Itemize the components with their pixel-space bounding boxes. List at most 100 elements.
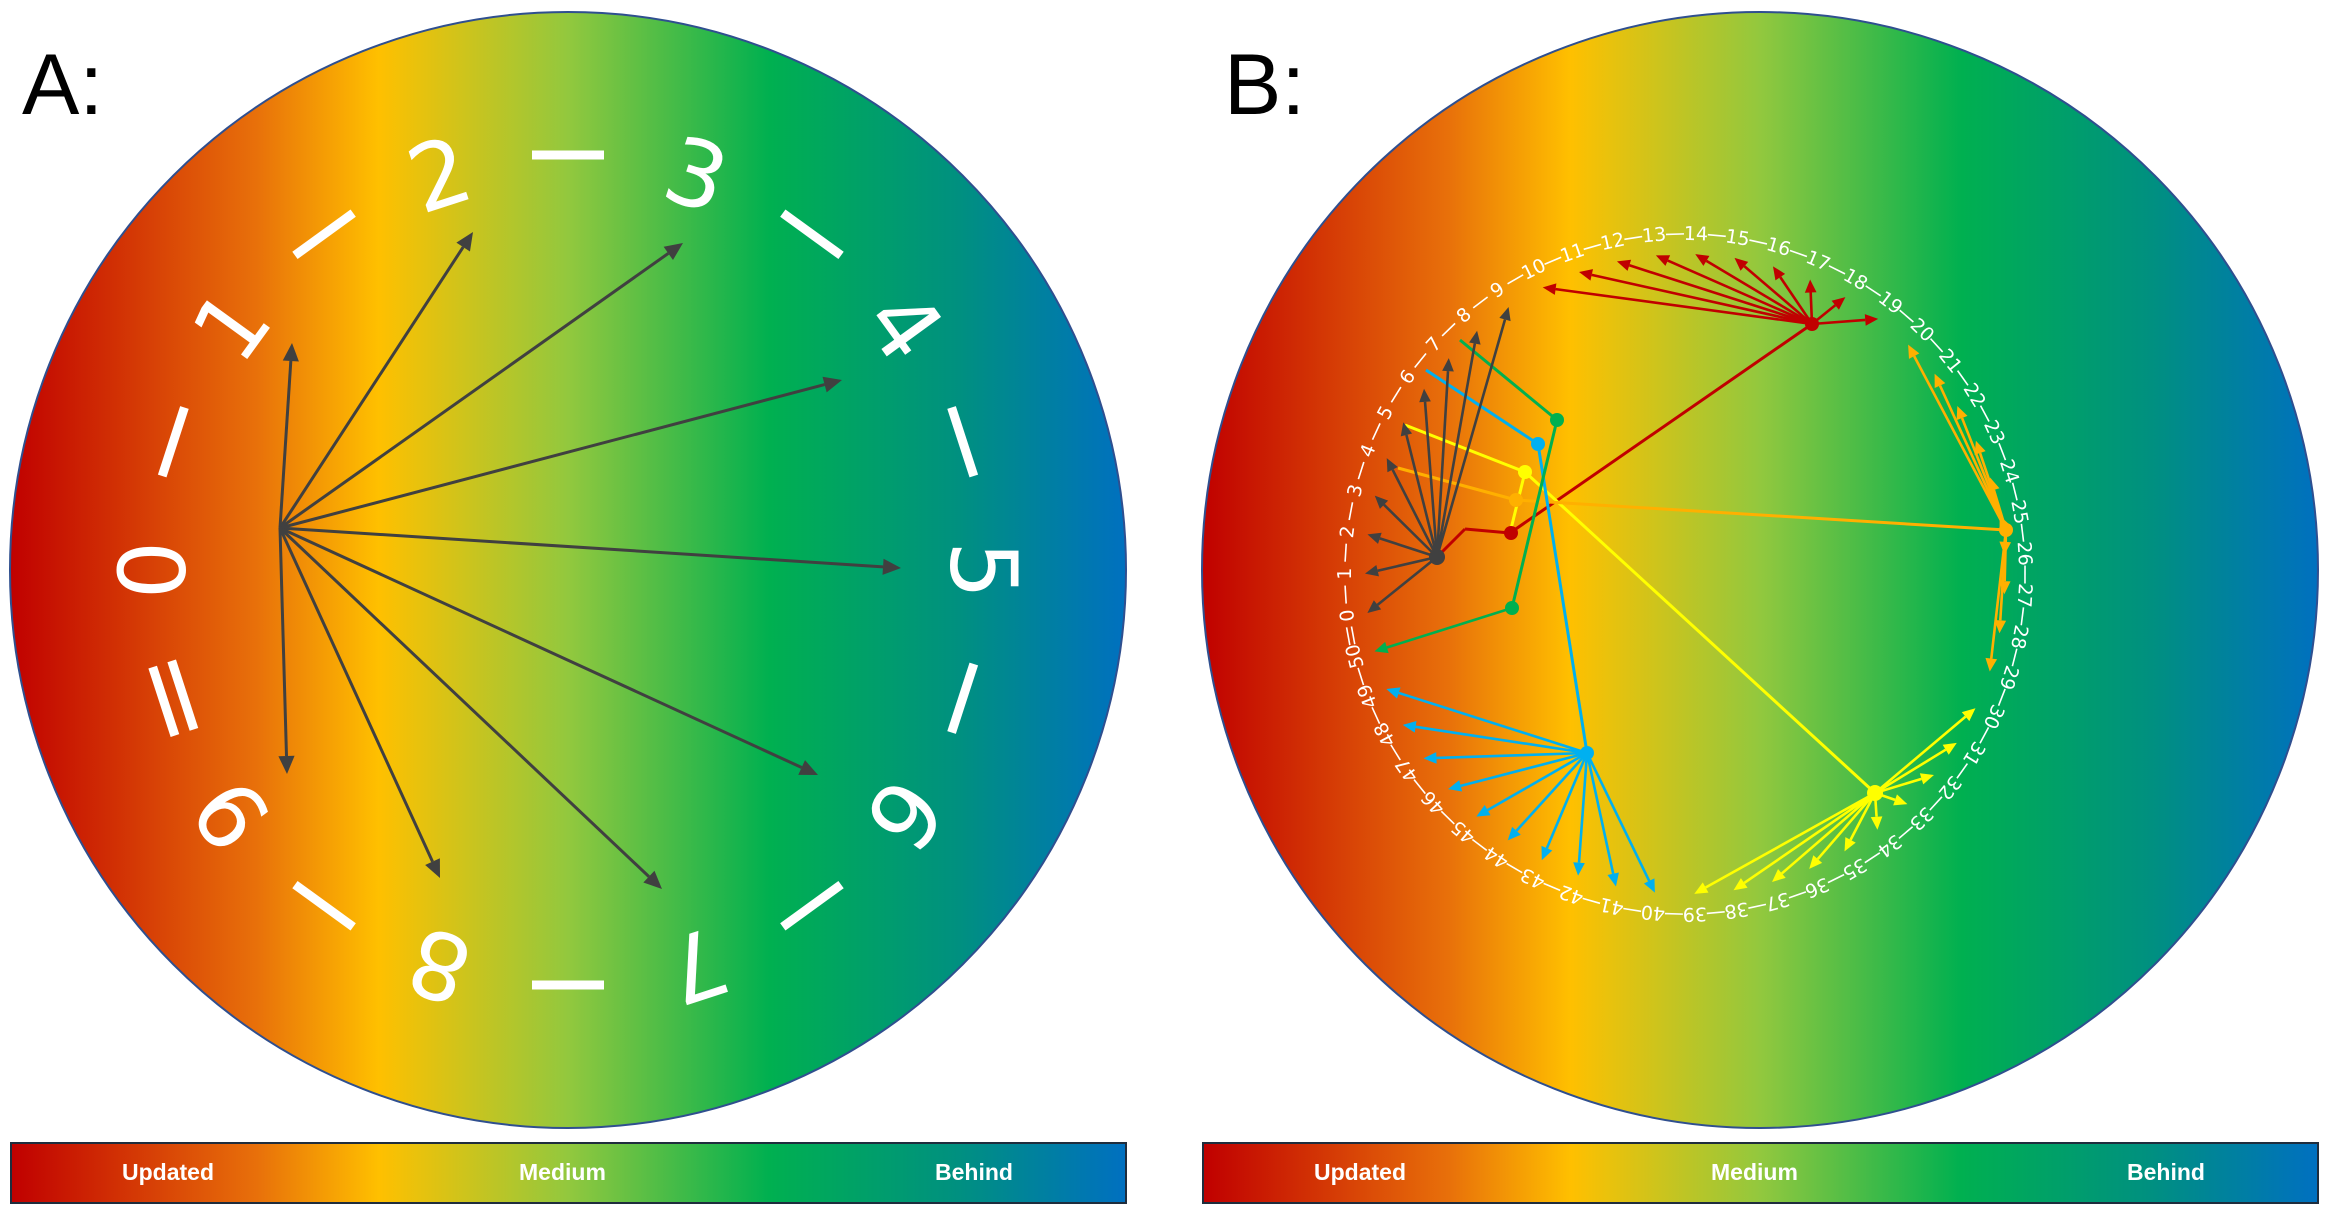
panel-b-arrow-line	[1379, 537, 1438, 559]
panel-a-arrow-head	[822, 376, 842, 393]
separator-mark	[1998, 442, 2007, 461]
separator-mark	[1956, 370, 1969, 386]
panel-a-circle	[9, 11, 1127, 1129]
panel-b-arrow-line	[1460, 751, 1588, 788]
panel-b-arrow	[1809, 792, 1876, 869]
panel-b-arrow-line	[1874, 715, 1967, 794]
panel-b-arrow	[1573, 752, 1589, 876]
panel-b-arrow-head	[1541, 845, 1553, 861]
tree-node	[1550, 413, 1564, 427]
separator-mark	[1864, 852, 1881, 864]
ring-label: 40	[1640, 900, 1666, 924]
tree-edge-cyan	[1536, 443, 1589, 754]
legend-medium-label: Medium	[519, 1159, 606, 1185]
panel-b-arrow	[1772, 792, 1876, 882]
tree-node	[1429, 549, 1445, 565]
panel-a-arrow-line	[279, 526, 803, 769]
panel-b-arrow	[1367, 532, 1438, 559]
separator-mark	[1623, 907, 1642, 913]
panel-b-arrow-line	[1386, 606, 1513, 649]
panel-b-arrow-line	[1628, 264, 1813, 326]
panel-b-arrow	[1694, 791, 1876, 894]
panel-b-arrow-head	[1400, 422, 1413, 437]
panel-b-arrow	[1616, 259, 1813, 326]
legend-medium-label: Medium	[1711, 1159, 1798, 1185]
panel-b-arrow	[1874, 773, 1934, 795]
panel-b-arrow-head	[1994, 619, 2007, 634]
panel-b-arrow-line	[1585, 752, 1615, 875]
panel-b-arrow-head	[1809, 855, 1823, 869]
panel-b-arrow-head	[1934, 373, 1946, 389]
separator-mark	[1506, 862, 1523, 874]
panel-b-arrow-line	[1555, 287, 1813, 326]
panel-b-arrow-line	[1667, 259, 1813, 326]
ring-label: 26	[2013, 541, 2036, 566]
panel-b-arrow-head	[1985, 657, 1998, 672]
panel-b-arrow-line	[1423, 401, 1439, 558]
tree-node	[1509, 493, 1523, 507]
panel-b-arrow-line	[1781, 792, 1876, 875]
panel-b-arrow-line	[1415, 725, 1588, 755]
panel-b-arrow	[1402, 721, 1588, 755]
ring-label: 41	[1597, 893, 1625, 920]
panel-b-arrow-head	[1469, 330, 1481, 345]
panel-b-arrow-head	[1695, 254, 1710, 266]
panel-b-arrow-head	[1386, 687, 1401, 699]
ring-label: 14	[1683, 223, 1708, 246]
panel-a-arrow-head	[798, 760, 818, 775]
panel-b-arrow	[1367, 555, 1438, 613]
legend-bar-b: Updated Medium Behind	[1202, 1142, 2319, 1204]
separator-mark	[1345, 626, 1356, 646]
separator-mark	[1665, 233, 1684, 236]
tree-edge-green	[1510, 419, 1559, 609]
panel-b-arrow-head	[1870, 816, 1883, 830]
panel-b-arrow	[1733, 791, 1876, 891]
tree-node	[1505, 601, 1519, 615]
tree-edge-orange	[1515, 498, 2007, 532]
panel-b-arrow-line	[1779, 276, 1814, 325]
tree-edge-yellow	[1523, 470, 1877, 795]
separator-mark	[1828, 265, 1846, 275]
panel-a-arrow-line	[279, 526, 884, 569]
panel-b-arrow-head	[1655, 255, 1671, 266]
panel-b-arrow	[1435, 307, 1511, 558]
separator-mark	[1414, 353, 1427, 369]
separator-mark	[2020, 607, 2025, 626]
ring-label: 1	[1334, 568, 1356, 580]
panel-b-arrow-line	[1874, 777, 1922, 795]
separator-mark	[1979, 405, 1990, 422]
legend-updated-label: Updated	[1314, 1159, 1406, 1185]
tree-node	[1531, 437, 1545, 451]
panel-b-arrow	[1448, 751, 1588, 792]
panel-b-arrow-line	[1515, 752, 1588, 832]
panel-b-arrow	[1365, 555, 1438, 577]
panel-b-arrow	[1374, 606, 1513, 654]
separator-mark	[1471, 838, 1488, 852]
panel-b-arrow-line	[1435, 343, 1477, 558]
panel-a-arrow-line	[278, 360, 293, 529]
panel-b-arrow-head	[1507, 826, 1521, 841]
separator-mark	[1583, 243, 1602, 251]
panel-b-arrow-head	[1942, 742, 1957, 755]
separator-mark	[1543, 882, 1561, 892]
separator-mark	[780, 880, 844, 931]
panel-b-arrow	[1423, 751, 1588, 764]
ring-label: 13	[1641, 223, 1667, 247]
separator-mark	[1344, 585, 1347, 604]
panel-b-arrow-line	[1377, 555, 1438, 572]
panel-b-arrow-head	[1573, 862, 1585, 876]
panel-a-arrow	[279, 526, 901, 575]
panel-b-arrow	[1386, 458, 1439, 558]
separator-mark	[1582, 897, 1601, 905]
separator-mark	[1371, 706, 1381, 724]
panel-b-arrow-head	[1374, 641, 1389, 654]
ring-label: 2	[1336, 524, 1359, 539]
panel-b-arrow	[1934, 373, 2008, 531]
ring-label: 0	[1336, 608, 1359, 623]
panel-b-arrow-head	[1643, 878, 1655, 893]
separator-mark	[1979, 727, 1990, 744]
panel-b-arrow-head	[1844, 837, 1856, 852]
panel-b-arrow-head	[1733, 878, 1748, 891]
panel-b-arrow-head	[1616, 259, 1632, 271]
